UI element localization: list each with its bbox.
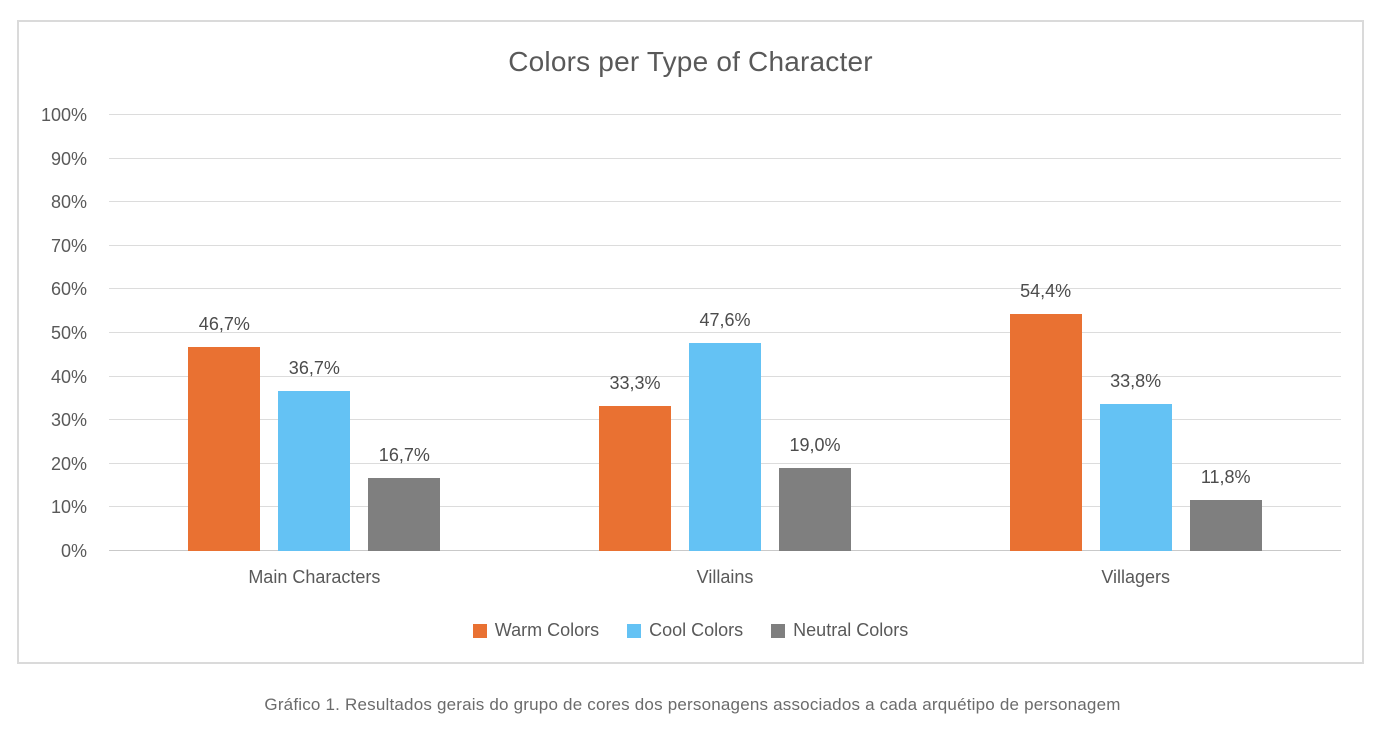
x-category-label-villains: Villains	[696, 567, 754, 587]
bar-value-label: 46,7%	[198, 314, 250, 335]
bar-value-label: 33,3%	[609, 372, 661, 393]
y-axis-tick-label-0: 0%	[60, 541, 87, 561]
x-category-label-villagers: Villagers	[1101, 567, 1171, 587]
y-axis-tick-label-100: 100%	[40, 105, 87, 125]
bar-cool-colors-main-characters: 36,7%	[278, 358, 351, 551]
x-category-label-main-characters: Main Characters	[248, 567, 381, 587]
bar-neutral-colors-main-characters: 16,7%	[368, 445, 441, 551]
bar-group-villagers: 54,4% 33,8% 11,8%	[930, 115, 1341, 551]
legend-label-cool-colors: Cool Colors	[649, 620, 744, 640]
y-axis-tick-label-30: 30%	[50, 410, 87, 431]
bar-neutral-colors-villains: 19,0%	[779, 435, 851, 551]
y-axis-tick-label-60: 60%	[50, 279, 87, 300]
bar-value-label: 47,6%	[699, 310, 751, 331]
y-axis-tick-label-80: 80%	[50, 192, 87, 213]
gridline-60	[109, 288, 1341, 290]
y-axis-tick-label-40: 40%	[50, 366, 87, 387]
bar-value-label: 33,8%	[1110, 370, 1162, 391]
legend-label-warm-colors: Warm Colors	[494, 620, 600, 640]
legend-item-warm-colors: Warm Colors	[472, 620, 600, 641]
bar-value-label: 16,7%	[378, 445, 430, 466]
legend-swatch-cool-colors	[627, 623, 642, 638]
legend-item-cool-colors: Cool Colors	[627, 620, 743, 641]
bar-value-label: 19,0%	[789, 435, 841, 456]
gridline-80	[109, 201, 1341, 203]
legend-item-neutral-colors: Neutral Colors	[771, 620, 908, 641]
y-axis-tick-label-20: 20%	[50, 453, 87, 474]
bar-value-label: 11,8%	[1200, 466, 1251, 487]
gridline-90	[109, 157, 1341, 159]
bar-neutral-colors-villagers: 11,8%	[1189, 467, 1262, 551]
gridline-70	[109, 244, 1341, 246]
gridline-50	[109, 332, 1341, 333]
bar-warm-colors-main-characters: 46,7%	[188, 314, 261, 551]
x-axis-category-labels: Main Characters Villains Villagers	[109, 567, 1341, 588]
y-axis-tick-label-70: 70%	[50, 235, 87, 256]
y-axis-tick-label-50: 50%	[50, 323, 87, 343]
plot-area: 46,7% 36,7% 16,7% 33,3% 47,6% 19,0% 54,4% 33,8%…	[109, 114, 1341, 551]
legend-swatch-warm-colors	[472, 623, 487, 638]
y-axis-tick-label-10: 10%	[50, 497, 87, 518]
legend-swatch-neutral-colors	[771, 623, 786, 638]
gridline-100	[109, 114, 1341, 115]
y-axis: 0% 10% 20% 30% 40% 50% 60% 70% 80% 90% 100%	[19, 106, 97, 560]
legend-label-neutral-colors: Neutral Colors	[793, 620, 909, 640]
chart-caption: Gráfico 1. Resultados gerais do grupo de…	[264, 695, 1121, 714]
bar-groups: 46,7% 36,7% 16,7% 33,3% 47,6% 19,0% 54,4% 33,8%…	[109, 115, 1341, 551]
bar-warm-colors-villains: 33,3%	[599, 373, 671, 551]
bar-group-main-characters: 46,7% 36,7% 16,7%	[109, 115, 520, 551]
chart-card: Colors per Type of Character 0% 10% 20% 30%…	[17, 20, 1364, 664]
bar-value-label: 54,4%	[1020, 280, 1072, 301]
chart-title: Colors per Type of Character	[508, 46, 873, 77]
bar-cool-colors-villains: 47,6%	[689, 310, 761, 551]
bar-warm-colors-villagers: 54,4%	[1009, 281, 1082, 551]
bar-value-label: 36,7%	[288, 358, 340, 378]
legend: Warm Colors Cool Colors Neutral Colors	[19, 620, 1362, 641]
y-axis-tick-label-90: 90%	[50, 148, 87, 169]
bar-cool-colors-villagers: 33,8%	[1099, 371, 1172, 551]
bar-group-villains: 33,3% 47,6% 19,0%	[520, 115, 931, 551]
